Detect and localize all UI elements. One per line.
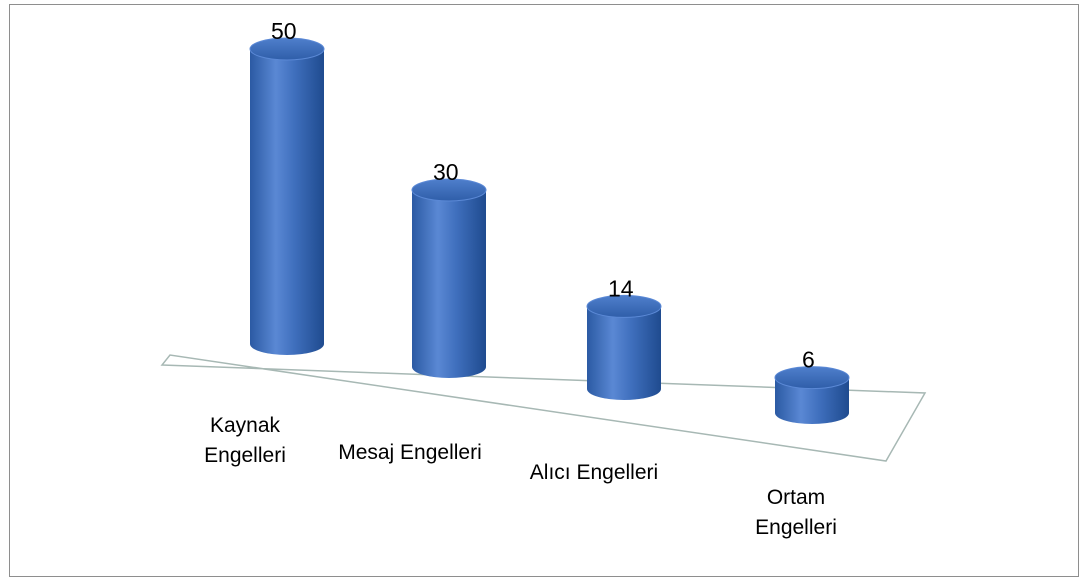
bar-3 [586, 294, 662, 400]
category-label-1: Kaynak Engelleri [204, 414, 286, 467]
bar-body [587, 306, 661, 400]
bar-body [250, 49, 324, 355]
value-label-1: 50 [271, 18, 297, 44]
category-label-line: Kaynak [210, 414, 281, 437]
bar-body [412, 190, 486, 378]
value-label-4: 6 [802, 347, 815, 373]
value-label-2: 30 [433, 159, 459, 185]
bar-body [775, 377, 849, 424]
category-label-4: Ortam Engelleri [755, 486, 837, 539]
chart-frame [9, 4, 1079, 577]
chart-floor [160, 354, 927, 462]
category-label-2: Mesaj Engelleri [338, 441, 482, 464]
bar-top [586, 294, 662, 318]
category-label-line: Ortam [767, 486, 825, 509]
category-label-line: Alıcı Engelleri [530, 461, 658, 484]
bar-top [411, 178, 487, 202]
bar-4 [774, 366, 850, 424]
category-label-line: Mesaj Engelleri [338, 441, 482, 464]
value-label-3: 14 [608, 275, 634, 301]
bar-top [774, 366, 850, 390]
category-label-3: Alıcı Engelleri [530, 461, 658, 484]
category-label-line: Engelleri [204, 444, 286, 467]
category-label-line: Engelleri [755, 516, 837, 539]
bar-2 [411, 178, 487, 378]
bar-top [249, 37, 325, 61]
bar-1 [249, 37, 325, 355]
